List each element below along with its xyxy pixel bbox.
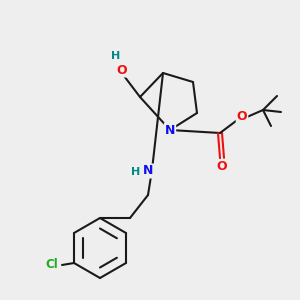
Text: H: H	[111, 51, 121, 61]
Text: O: O	[237, 110, 247, 124]
Text: O: O	[217, 160, 227, 173]
Text: N: N	[165, 124, 175, 136]
Text: Cl: Cl	[46, 259, 59, 272]
Text: H: H	[131, 167, 141, 177]
Text: O: O	[117, 64, 127, 76]
Text: N: N	[143, 164, 153, 178]
